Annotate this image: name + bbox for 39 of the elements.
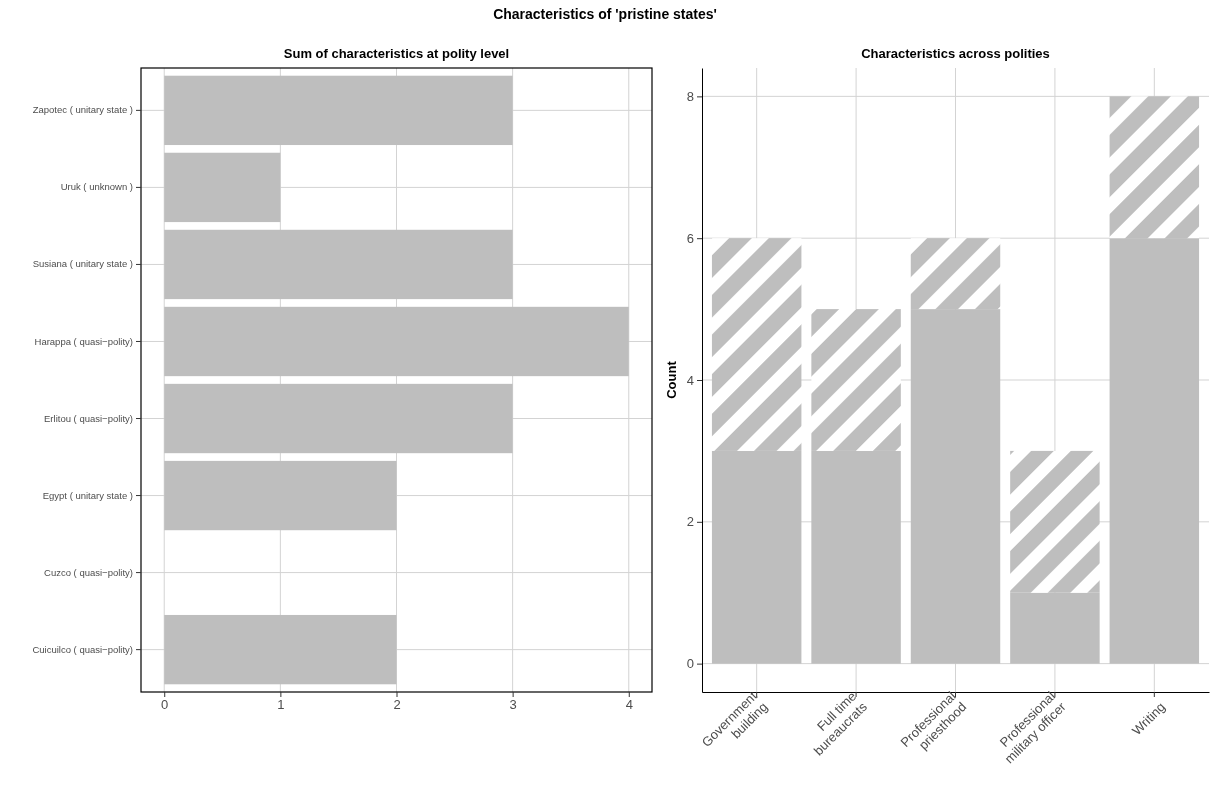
y-tick-label: Egypt ( unitary state ) [42, 489, 133, 501]
bar [164, 306, 629, 377]
y-axis-title: Count [664, 360, 679, 399]
y-tick-label: Cuicuilco ( quasi−polity) [32, 643, 133, 655]
y-tick-label: Uruk ( unknown ) [60, 181, 133, 193]
x-tick-label: 2 [393, 697, 401, 713]
y-tick-label: 2 [686, 514, 694, 530]
y-tick-label: 0 [686, 656, 694, 672]
x-tick-label: 0 [161, 697, 169, 713]
bar [910, 309, 1001, 664]
chart-title: Sum of characteristics at polity level [283, 46, 510, 61]
bar [910, 238, 1001, 310]
bar [164, 229, 513, 300]
bar [164, 75, 513, 146]
text: Characteristics of 'pristine states' [493, 6, 717, 22]
bar [1010, 450, 1100, 593]
y-tick-label: Cuzco ( quasi−polity) [44, 566, 133, 578]
x-tick-label: 1 [277, 697, 285, 713]
bar [711, 450, 802, 664]
x-tick-label: 4 [625, 697, 633, 713]
bar [164, 460, 397, 531]
bar [811, 309, 901, 451]
y-tick-label: Zapotec ( unitary state ) [32, 104, 133, 116]
y-tick-label: 8 [686, 89, 694, 105]
chart-title: Characteristics across polities [861, 46, 1050, 61]
bar [711, 238, 802, 451]
x-tick-label: 3 [509, 697, 517, 713]
y-tick-label: Harappa ( quasi−polity) [34, 335, 133, 347]
bar [1010, 592, 1100, 664]
bar [164, 152, 281, 223]
bar [164, 614, 397, 685]
y-tick-label: Susiana ( unitary state ) [32, 258, 133, 270]
bar [164, 383, 513, 454]
y-tick-label: 4 [686, 372, 694, 388]
bar [811, 450, 901, 664]
bar [1109, 238, 1200, 664]
y-tick-label: 6 [686, 230, 694, 246]
bar [1109, 96, 1200, 239]
y-tick-label: Erlitou ( quasi−polity) [44, 412, 133, 424]
